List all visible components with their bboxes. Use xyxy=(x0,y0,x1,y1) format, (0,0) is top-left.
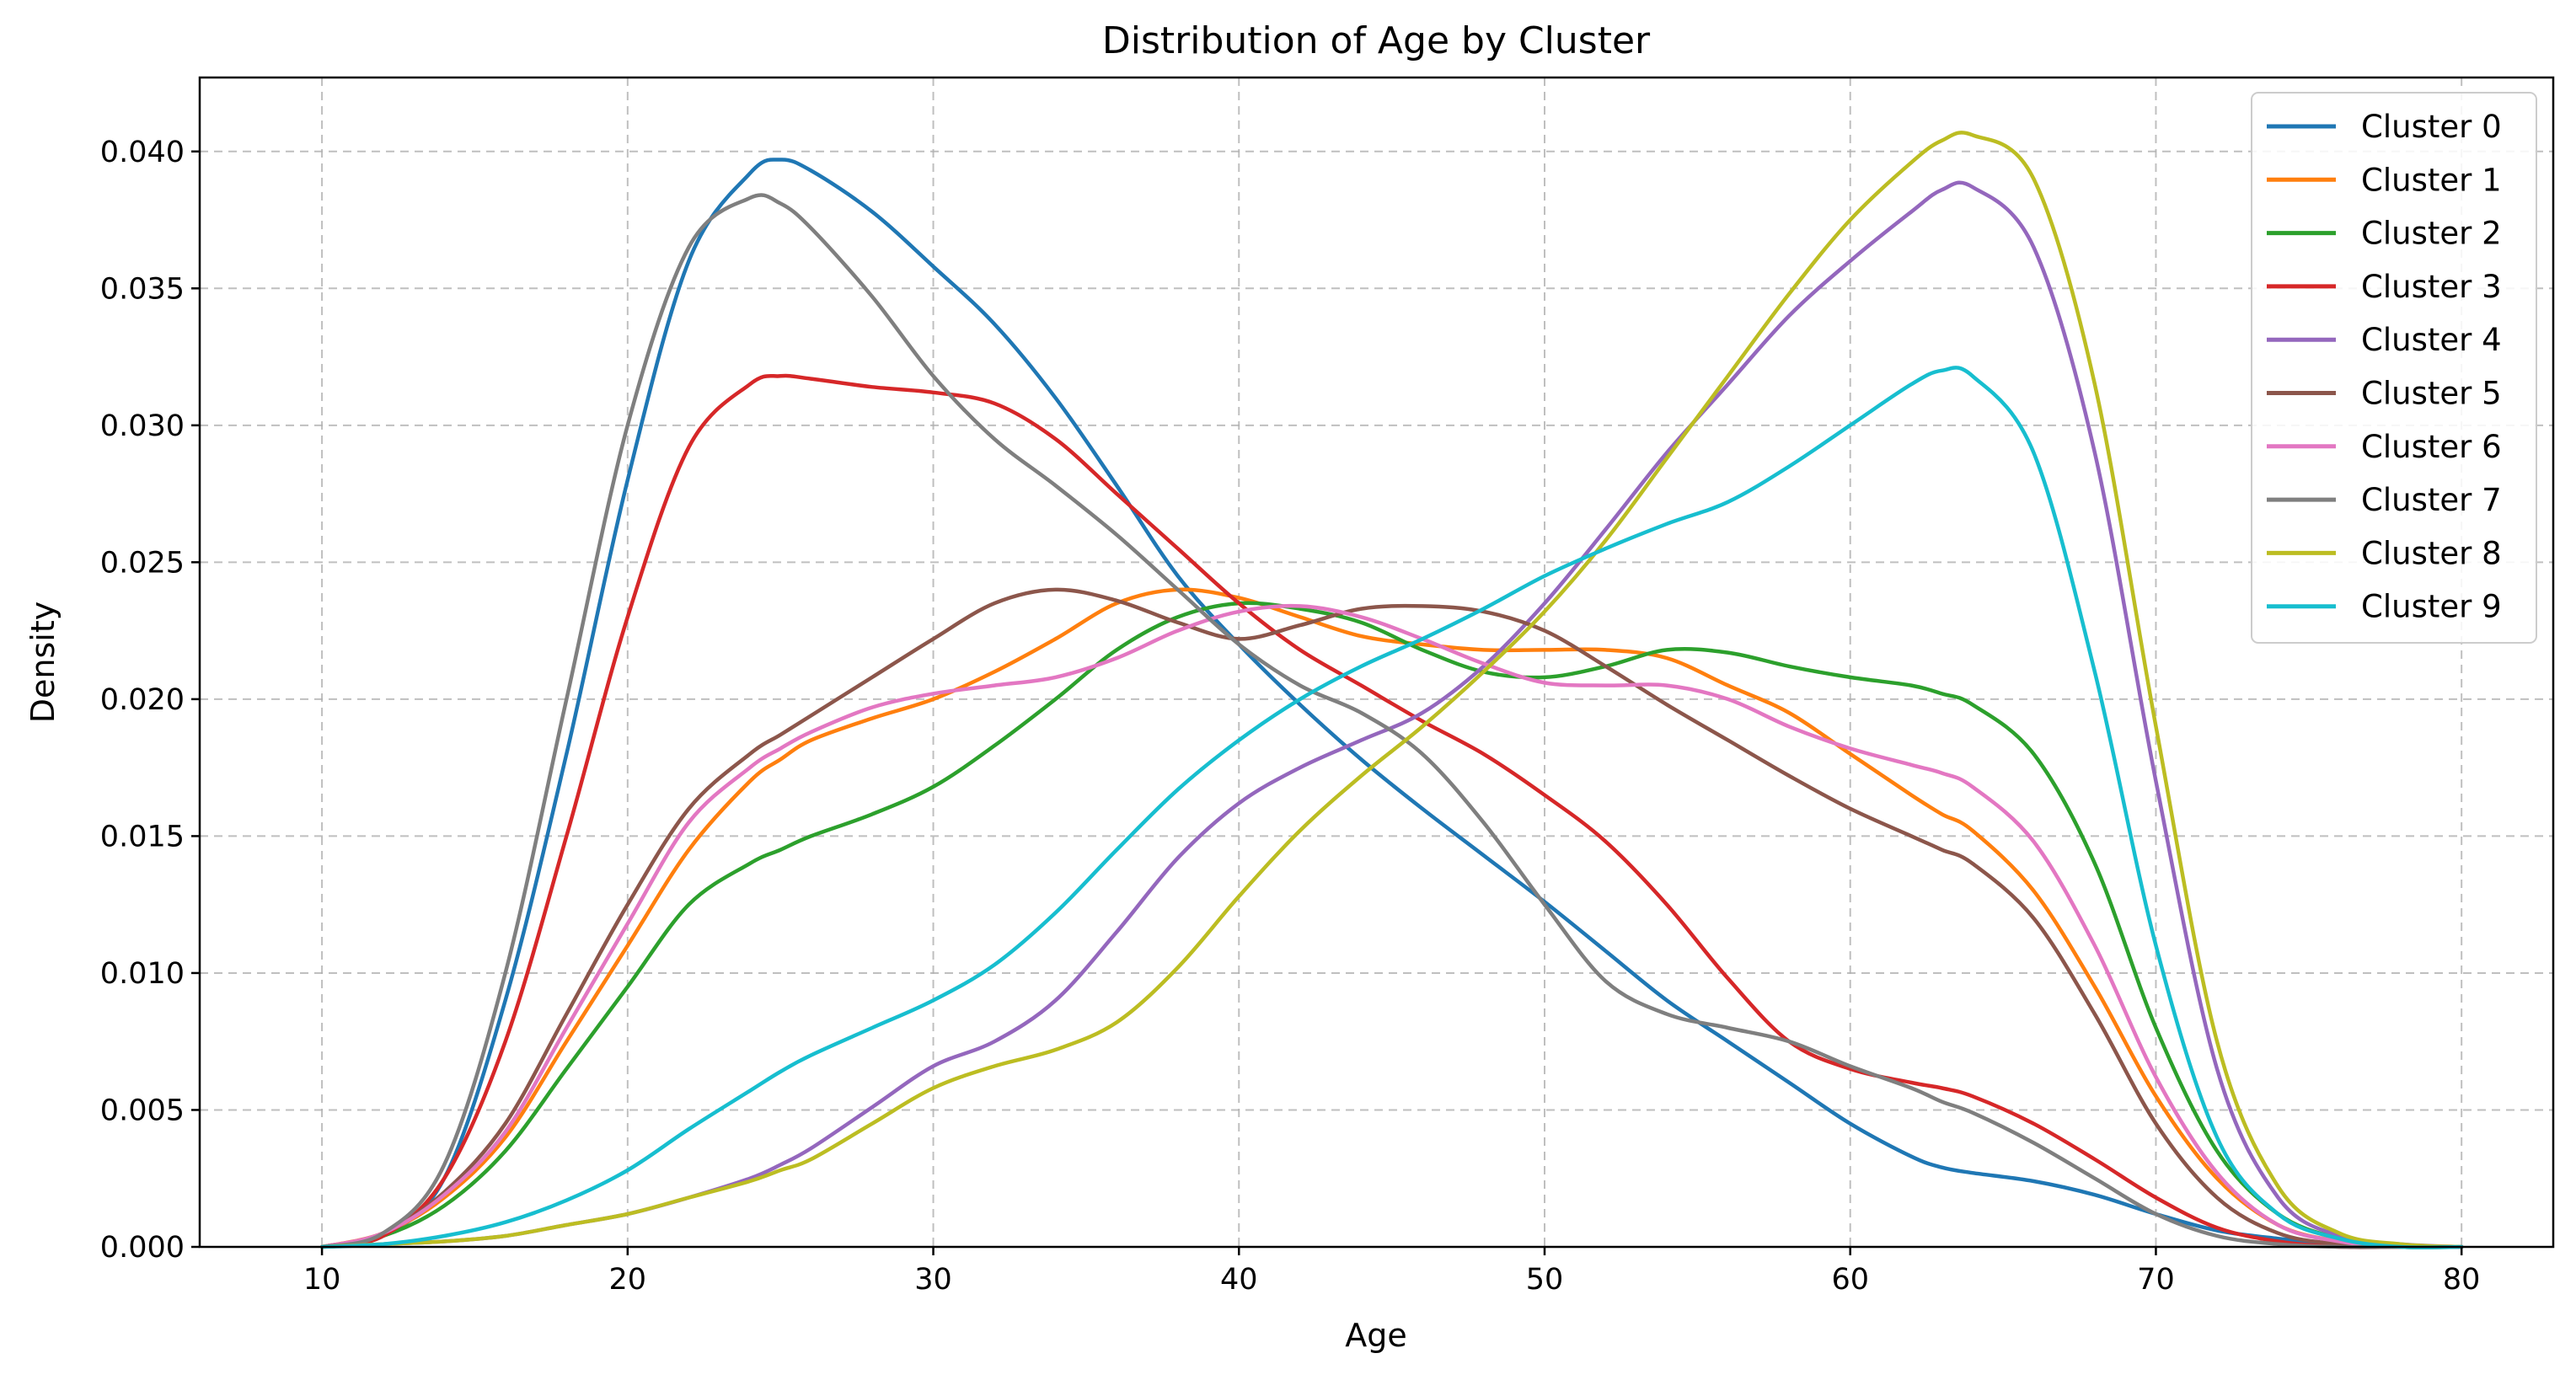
x-tick-label: 70 xyxy=(2137,1263,2175,1297)
legend-label: Cluster 1 xyxy=(2361,162,2502,198)
series-line-cluster-8 xyxy=(319,131,2464,1249)
legend-label: Cluster 2 xyxy=(2361,216,2502,252)
y-tick-label: 0.020 xyxy=(100,683,185,717)
y-tick-label: 0.025 xyxy=(100,546,185,580)
chart-title: Distribution of Age by Cluster xyxy=(1102,19,1651,62)
x-tick-label: 50 xyxy=(1526,1263,1564,1297)
y-tick-label: 0.040 xyxy=(100,136,185,169)
legend-label: Cluster 6 xyxy=(2361,429,2502,465)
y-tick-label: 0.010 xyxy=(100,957,185,991)
plot-area-frame xyxy=(198,76,2555,1249)
series-line-cluster-3 xyxy=(319,373,2464,1249)
series-line-cluster-4 xyxy=(319,180,2464,1249)
y-tick-label: 0.035 xyxy=(100,272,185,306)
legend-label: Cluster 9 xyxy=(2361,589,2502,625)
x-tick-label: 40 xyxy=(1220,1263,1258,1297)
y-tick-label: 0.015 xyxy=(100,820,185,853)
series-line-cluster-5 xyxy=(319,587,2464,1249)
series-line-cluster-7 xyxy=(319,193,2464,1249)
y-tick-label: 0.005 xyxy=(100,1094,185,1127)
legend-label: Cluster 5 xyxy=(2361,376,2502,412)
y-tick-label: 0.000 xyxy=(100,1231,185,1265)
series-line-cluster-1 xyxy=(319,587,2464,1249)
legend-label: Cluster 8 xyxy=(2361,535,2502,571)
x-tick-label: 60 xyxy=(1831,1263,1869,1297)
x-tick-label: 10 xyxy=(303,1263,341,1297)
y-tick-label: 0.030 xyxy=(100,409,185,443)
series-line-cluster-0 xyxy=(319,158,2464,1249)
x-tick-label: 20 xyxy=(609,1263,647,1297)
y-axis-label: Density xyxy=(24,602,62,723)
x-tick-label: 30 xyxy=(914,1263,952,1297)
x-axis-ticks: 10 20 30 40 50 60 70 80 xyxy=(303,1247,2481,1297)
legend-label: Cluster 0 xyxy=(2361,109,2502,145)
series-line-cluster-9 xyxy=(319,366,2464,1249)
series-lines xyxy=(319,131,2464,1249)
legend-label: Cluster 3 xyxy=(2361,269,2502,305)
legend: Cluster 0 Cluster 1 Cluster 2 Cluster 3 Clus… xyxy=(2251,92,2537,644)
x-axis-label: Age xyxy=(1345,1317,1407,1354)
legend-label: Cluster 4 xyxy=(2361,322,2502,358)
series-line-cluster-2 xyxy=(319,601,2464,1249)
legend-box xyxy=(2251,92,2537,644)
y-axis-ticks: 0.000 0.005 0.010 0.015 0.020 0.025 0.030 0.035… xyxy=(100,136,200,1265)
series-line-cluster-6 xyxy=(319,603,2464,1249)
legend-label: Cluster 7 xyxy=(2361,482,2502,518)
x-tick-label: 80 xyxy=(2443,1263,2481,1297)
